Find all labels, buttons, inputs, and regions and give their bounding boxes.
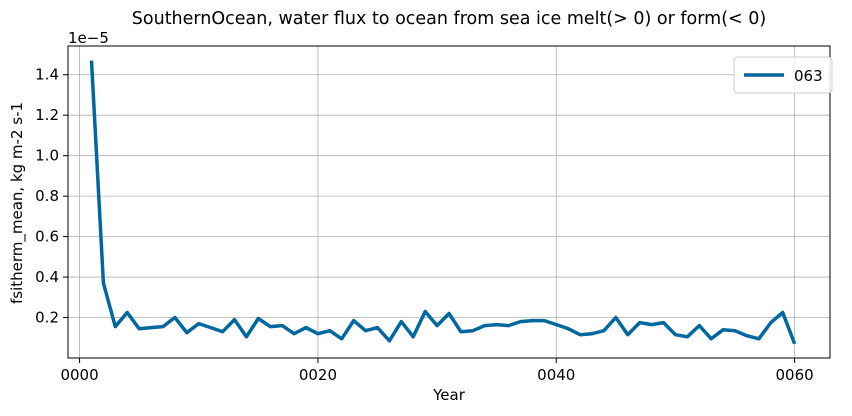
series-layer [91,61,794,344]
y-tick-label: 0.6 [35,228,59,246]
plot-area-border [68,46,830,358]
y-tick-label: 1.4 [35,66,59,84]
legend[interactable]: 063 [734,57,832,93]
plot-frame [68,46,830,358]
y-tick-label: 1.0 [35,147,59,165]
y-tick-label: 0.2 [35,309,59,327]
y-tick-label: 1.2 [35,106,59,124]
x-axis-label: Year [432,386,466,404]
x-tick-label: 0040 [537,366,575,384]
y-tick-label: 0.4 [35,268,59,286]
y-tick-label: 0.8 [35,187,59,205]
legend-label-063: 063 [794,67,823,85]
series-line-063 [92,61,795,344]
x-tick-label: 0000 [60,366,98,384]
y-axis-ticks: 0.2 0.4 0.6 0.8 1.0 1.2 1.4 [35,66,68,327]
x-tick-label: 0060 [776,366,814,384]
x-axis-ticks: 0000 0020 0040 0060 [60,358,813,384]
x-tick-label: 0020 [299,366,337,384]
y-offset-label: 1e−5 [68,29,109,47]
chart-title: SouthernOcean, water flux to ocean from … [132,9,766,29]
y-axis-label: fsitherm_mean, kg m-2 s-1 [8,102,27,304]
grid-lines [68,46,830,358]
